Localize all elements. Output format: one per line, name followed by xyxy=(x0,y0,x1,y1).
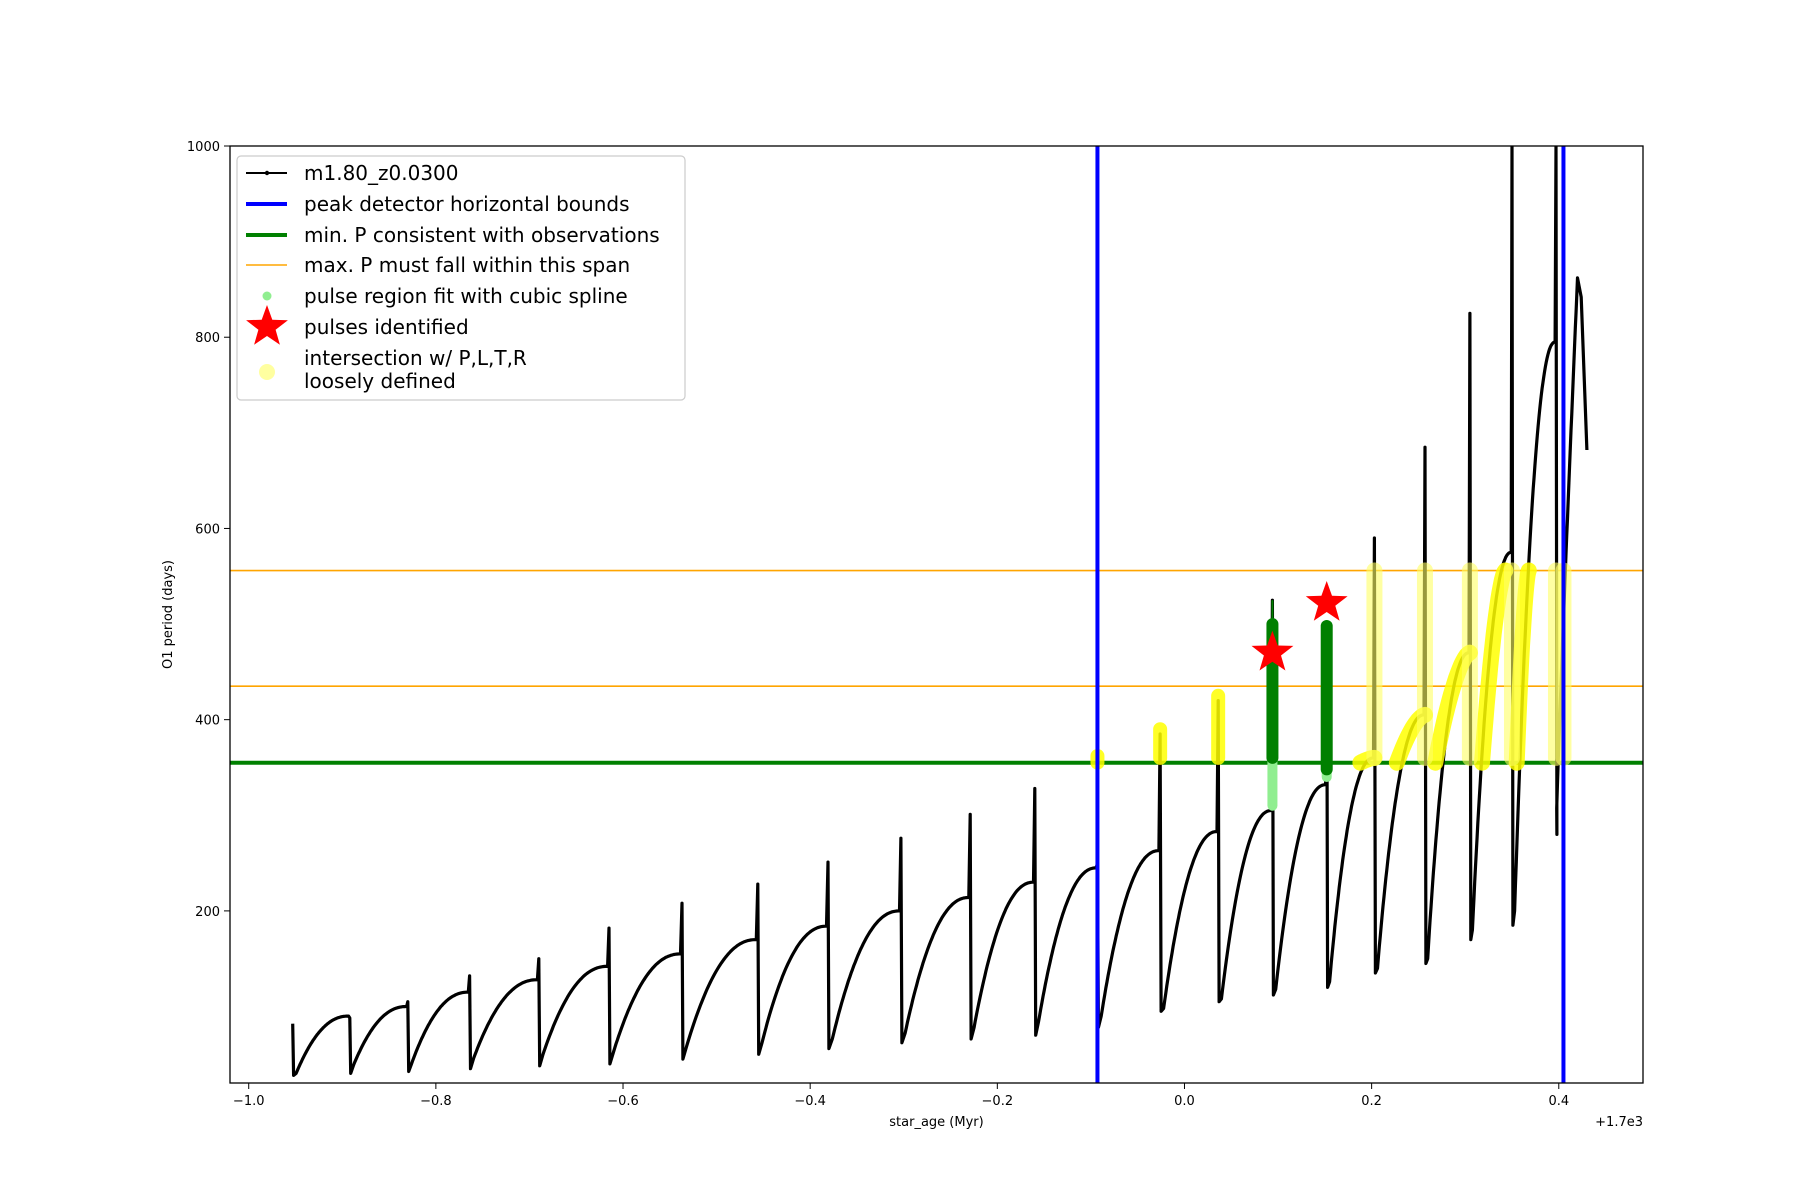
legend-label: pulses identified xyxy=(304,315,469,339)
axes-frame xyxy=(229,145,1644,1084)
x-tick-label: −0.6 xyxy=(607,1094,639,1109)
y-tick-label: 600 xyxy=(195,522,220,537)
legend-label: peak detector horizontal bounds xyxy=(304,192,630,216)
intersection-rise xyxy=(1474,562,1514,771)
plot-content xyxy=(230,146,1643,1083)
legend-label: m1.80_z0.0300 xyxy=(304,161,459,185)
x-axis-offset-label: +1.7e3 xyxy=(1595,1115,1643,1130)
pulse-identified-star xyxy=(1251,630,1294,671)
x-tick-label: −0.8 xyxy=(420,1094,452,1109)
y-tick-label: 1000 xyxy=(187,140,220,155)
x-tick-label: −1.0 xyxy=(233,1094,265,1109)
series-m1.80_z0.0300 xyxy=(291,146,1589,1077)
y-tick-label: 800 xyxy=(195,331,220,346)
legend-label: min. P consistent with observations xyxy=(304,223,660,247)
y-axis-label: O1 period (days) xyxy=(161,560,176,669)
x-axis-label: star_age (Myr) xyxy=(889,1115,983,1130)
x-tick-label: 0.2 xyxy=(1361,1094,1382,1109)
legend-handle-marker xyxy=(264,170,270,176)
x-tick-label: −0.4 xyxy=(794,1094,826,1109)
legend-handle-star xyxy=(246,305,288,345)
x-tick-label: −0.2 xyxy=(982,1094,1014,1109)
axes: −1.0 −0.8 −0.6 −0.4 −0.2 0.0 0.2 0.4 200 400 600 80… xyxy=(187,140,1644,1109)
legend-handle-dot xyxy=(262,291,272,301)
y-tick-label: 400 xyxy=(195,714,220,729)
legend-label: pulse region fit with cubic spline xyxy=(304,284,628,308)
x-tick-label: 0.0 xyxy=(1174,1094,1195,1109)
y-tick-label: 200 xyxy=(195,905,220,920)
pulse-identified-star xyxy=(1305,581,1348,621)
legend-handle-dot-large xyxy=(259,364,275,380)
plot-area xyxy=(230,146,1643,1083)
x-tick-label: 0.4 xyxy=(1548,1094,1569,1109)
legend-label: intersection w/ P,L,T,R xyxy=(304,346,527,370)
legend-label: loosely defined xyxy=(304,369,456,393)
legend-box xyxy=(236,155,686,401)
legend-label: max. P must fall within this span xyxy=(304,253,630,277)
